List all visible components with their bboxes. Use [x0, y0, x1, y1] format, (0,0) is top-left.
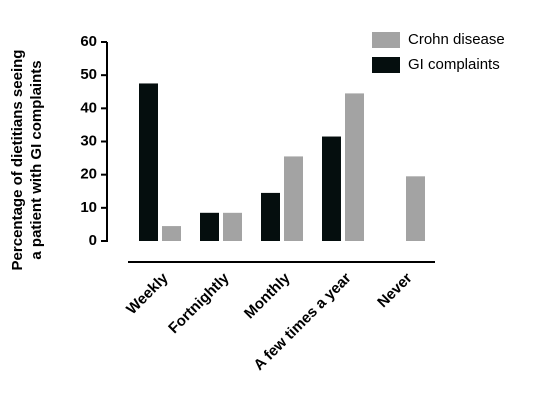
y-tick-label: 40 — [80, 99, 97, 116]
legend-swatch — [372, 57, 400, 73]
x-tick-label: Never — [374, 270, 416, 312]
x-tick-label: Monthly — [241, 269, 294, 322]
legend-swatch — [372, 32, 400, 48]
bar — [406, 176, 425, 241]
x-tick-label: Weekly — [123, 269, 172, 318]
bar — [200, 212, 219, 241]
bar — [345, 93, 364, 242]
y-tick-label: 0 — [89, 232, 97, 249]
y-tick-label: 50 — [80, 66, 97, 83]
y-tick-label: 30 — [80, 132, 97, 149]
y-tick-label: 60 — [80, 33, 97, 50]
legend-label: GI complaints — [408, 56, 500, 73]
bar — [223, 212, 242, 241]
bar — [284, 156, 303, 241]
bar — [139, 83, 158, 241]
y-axis-title: a patient with GI complaints — [28, 60, 45, 259]
bar — [162, 226, 181, 241]
y-axis-title: Percentage of dietitians seeing — [9, 50, 26, 271]
legend-label: Crohn disease — [408, 31, 505, 48]
bar — [261, 192, 280, 241]
bar — [322, 136, 341, 241]
y-tick-label: 20 — [80, 166, 97, 183]
y-tick-label: 10 — [80, 199, 97, 216]
x-tick-label: Fortnightly — [165, 269, 233, 337]
